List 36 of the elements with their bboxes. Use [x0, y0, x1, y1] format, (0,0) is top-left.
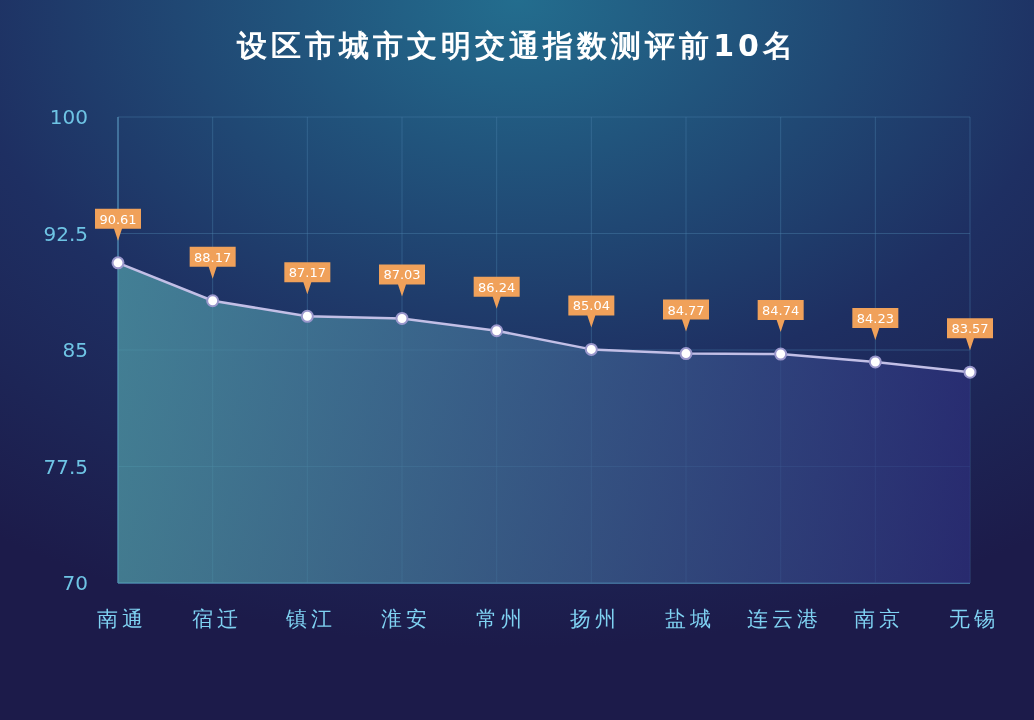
point — [395, 311, 409, 325]
x-tick-label: 宿迁 — [191, 607, 242, 631]
x-tick-label: 扬州 — [570, 607, 621, 631]
x-tick-label: 淮安 — [381, 607, 431, 631]
y-tick-label: 70 — [62, 571, 88, 595]
y-tick-label: 100 — [49, 105, 88, 129]
data-label: 86.24 — [478, 279, 516, 295]
point — [679, 347, 693, 361]
x-tick-label: 南京 — [854, 607, 905, 631]
y-tick-label: 77.5 — [43, 454, 88, 479]
point — [300, 309, 314, 323]
point — [963, 365, 977, 379]
data-label: 87.17 — [288, 265, 326, 281]
point — [868, 355, 882, 369]
data-label: 85.04 — [572, 298, 610, 314]
data-label: 83.57 — [951, 321, 989, 337]
y-tick-label: 85 — [62, 338, 88, 362]
data-label: 84.23 — [856, 310, 894, 326]
point — [111, 256, 125, 270]
x-tick-label: 盐城 — [665, 607, 715, 631]
data-label: 88.17 — [194, 249, 232, 265]
x-tick-label: 常州 — [475, 607, 526, 631]
point — [584, 342, 598, 356]
point — [206, 294, 220, 308]
point — [774, 347, 788, 361]
data-label: 87.03 — [383, 267, 421, 283]
x-tick-label: 无锡 — [949, 607, 999, 631]
point — [490, 324, 504, 338]
x-tick-label: 镇江 — [285, 607, 337, 631]
x-tick-label: 连云港 — [747, 607, 823, 631]
y-tick-label: 92.5 — [43, 221, 88, 246]
data-label: 84.74 — [762, 303, 800, 319]
title: 设区市城市文明交通指数测评前10名 — [237, 28, 797, 63]
x-tick-label: 南通 — [97, 607, 147, 631]
data-label: 84.77 — [667, 302, 705, 318]
data-label: 90.61 — [99, 211, 137, 227]
